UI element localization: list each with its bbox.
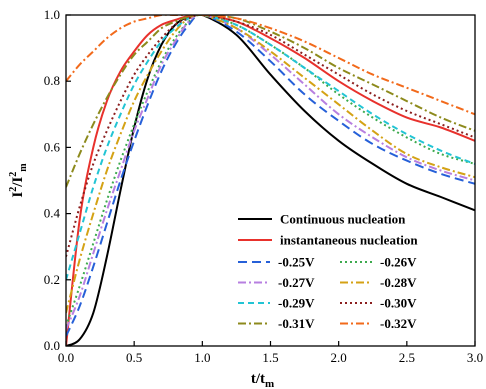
- legend-entry-3: -0.26V: [340, 255, 417, 270]
- x-tick-label: 1.5: [262, 350, 278, 365]
- legend-entry-7: -0.30V: [340, 296, 417, 311]
- legend-label: -0.25V: [278, 255, 315, 270]
- legend-entry-8: -0.31V: [238, 316, 315, 331]
- y-tick-label: 0.6: [44, 139, 61, 154]
- y-tick-label: 0.0: [44, 338, 60, 353]
- legend-label: -0.27V: [278, 275, 315, 290]
- legend-label: Continuous nucleation: [280, 212, 406, 227]
- series-line-6: [66, 15, 475, 281]
- ticks: 0.0 0.5 1.0 1.5 2.0 2.5 3.0 0.0 0.2 0.4 0.6 0.8 1.0: [44, 7, 483, 365]
- legend-entry-1: instantaneous nucleation: [238, 233, 418, 248]
- x-axis-label: t/tm: [251, 371, 274, 389]
- legend-label: instantaneous nucleation: [280, 233, 418, 248]
- x-tick-label: 0.5: [126, 350, 142, 365]
- x-tick-label: 1.0: [194, 350, 210, 365]
- legend-entry-2: -0.25V: [238, 255, 315, 270]
- legend-entry-9: -0.32V: [340, 316, 417, 331]
- y-tick-label: 0.2: [44, 272, 60, 287]
- x-tick-label: 3.0: [467, 350, 483, 365]
- legend: Continuous nucleation instantaneous nucle…: [238, 212, 418, 331]
- legend-entry-6: -0.29V: [238, 296, 315, 311]
- x-tick-label: 0.0: [58, 350, 74, 365]
- legend-entry-5: -0.28V: [340, 275, 417, 290]
- series-group: [66, 15, 475, 346]
- series-line-8: [66, 15, 475, 188]
- legend-label: -0.30V: [380, 296, 417, 311]
- series-line-7: [66, 15, 475, 257]
- series-line-9: [66, 15, 475, 116]
- y-axis-label: I2/I2m: [8, 163, 29, 198]
- x-tick-label: 2.0: [331, 350, 347, 365]
- legend-label: -0.32V: [380, 316, 417, 331]
- y-tick-label: 1.0: [44, 7, 60, 22]
- legend-label: -0.28V: [380, 275, 417, 290]
- legend-entry-4: -0.27V: [238, 275, 315, 290]
- legend-label: -0.26V: [380, 255, 417, 270]
- series-line-2: [66, 15, 475, 337]
- legend-entry-0: Continuous nucleation: [238, 212, 406, 227]
- x-tick-label: 2.5: [399, 350, 415, 365]
- legend-label: -0.29V: [278, 296, 315, 311]
- y-tick-label: 0.4: [44, 206, 61, 221]
- series-line-4: [66, 15, 475, 330]
- legend-label: -0.31V: [278, 316, 315, 331]
- y-tick-label: 0.8: [44, 73, 60, 88]
